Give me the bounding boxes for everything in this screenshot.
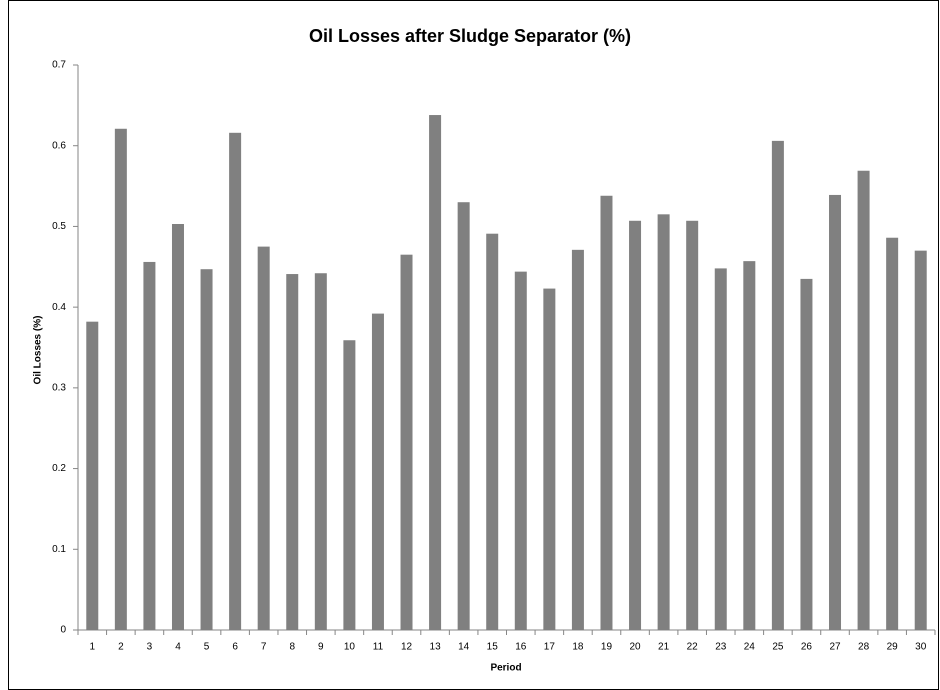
x-tick-label: 25 <box>772 642 784 653</box>
bar <box>114 128 127 630</box>
bar <box>686 220 699 630</box>
bar <box>457 202 470 630</box>
bar <box>714 268 727 630</box>
bar <box>257 246 270 630</box>
x-tick-label: 3 <box>147 642 153 653</box>
bar <box>857 170 870 630</box>
x-tick-label: 24 <box>744 642 756 653</box>
y-tick-label: 0.1 <box>52 544 66 555</box>
bar <box>171 224 184 630</box>
bar <box>743 261 756 630</box>
x-tick-label: 7 <box>261 642 267 653</box>
x-tick-label: 10 <box>344 642 356 653</box>
x-tick-label: 20 <box>629 642 641 653</box>
x-tick-label: 14 <box>458 642 470 653</box>
y-tick-label: 0.3 <box>52 382 66 393</box>
y-tick-label: 0 <box>60 625 66 636</box>
bar <box>429 115 442 631</box>
bar <box>371 313 384 630</box>
y-tick-label: 0.4 <box>52 302 66 313</box>
x-tick-label: 27 <box>829 642 841 653</box>
x-tick-label: 17 <box>544 642 556 653</box>
bar <box>886 237 899 630</box>
bar <box>314 273 327 630</box>
x-tick-label: 2 <box>118 642 124 653</box>
bar <box>514 271 527 630</box>
x-tick-label: 19 <box>601 642 613 653</box>
x-tick-label: 4 <box>175 642 181 653</box>
x-tick-label: 11 <box>373 642 384 653</box>
bar <box>914 250 927 630</box>
x-tick-label: 9 <box>318 642 324 653</box>
chart-title: Oil Losses after Sludge Separator (%) <box>309 26 631 46</box>
bar <box>343 340 356 630</box>
x-tick-label: 28 <box>858 642 870 653</box>
bar <box>229 132 242 631</box>
y-tick-label: 0.2 <box>52 463 66 474</box>
bar <box>771 140 784 630</box>
bar <box>600 195 613 630</box>
bar <box>800 278 813 630</box>
bar <box>829 194 842 630</box>
x-tick-label: 5 <box>204 642 210 653</box>
bar <box>543 288 556 630</box>
x-tick-label: 22 <box>687 642 699 653</box>
bar <box>486 233 499 630</box>
x-tick-label: 30 <box>915 642 927 653</box>
bar <box>200 269 213 630</box>
bar <box>657 214 670 631</box>
bar <box>143 261 156 630</box>
bar <box>629 220 642 630</box>
y-tick-label: 0.5 <box>52 221 66 232</box>
x-tick-label: 8 <box>289 642 295 653</box>
y-tick-label: 0.7 <box>52 60 66 71</box>
y-axis-label: Oil Losses (%) <box>33 316 44 385</box>
x-tick-label: 16 <box>515 642 527 653</box>
x-tick-label: 21 <box>658 642 670 653</box>
bar <box>400 254 413 630</box>
y-tick-label: 0.6 <box>52 140 66 151</box>
x-tick-label: 1 <box>90 642 96 653</box>
x-tick-label: 29 <box>887 642 899 653</box>
x-tick-label: 15 <box>487 642 499 653</box>
x-tick-label: 23 <box>715 642 727 653</box>
x-tick-label: 6 <box>232 642 238 653</box>
x-tick-label: 12 <box>401 642 413 653</box>
x-tick-label: 18 <box>572 642 584 653</box>
x-tick-label: 13 <box>430 642 442 653</box>
bar <box>286 274 299 630</box>
x-axis-label: Period <box>490 663 521 674</box>
bar <box>86 321 99 630</box>
x-tick-label: 26 <box>801 642 813 653</box>
bar <box>571 249 584 631</box>
